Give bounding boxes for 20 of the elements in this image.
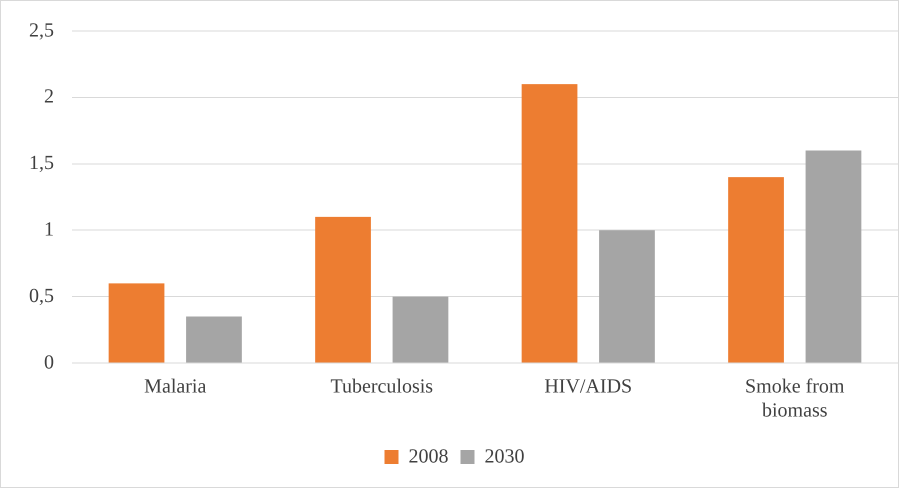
y-tick-label: 1: [44, 218, 54, 240]
y-tick-label: 2,5: [29, 19, 54, 42]
y-tick-label: 2: [44, 86, 54, 108]
bar: [392, 296, 448, 362]
bar: [315, 216, 371, 362]
y-tick-label: 1,5: [29, 152, 54, 174]
y-tick-label: 0: [44, 351, 54, 374]
legend-label: 2030: [484, 445, 524, 468]
bar: [728, 177, 784, 362]
x-tick-label: HIV/AIDS: [544, 375, 632, 398]
x-tick-label: Smoke from biomass: [745, 375, 845, 422]
x-tick-label: Tuberculosis: [330, 375, 434, 398]
bar: [806, 150, 862, 362]
legend-label: 2008: [408, 445, 448, 468]
bar: [599, 230, 655, 362]
x-tick-label: Malaria: [144, 375, 206, 398]
y-tick-label: 0,5: [29, 284, 54, 307]
bar: [522, 84, 578, 362]
bar: [108, 283, 164, 362]
bar: [186, 316, 242, 362]
